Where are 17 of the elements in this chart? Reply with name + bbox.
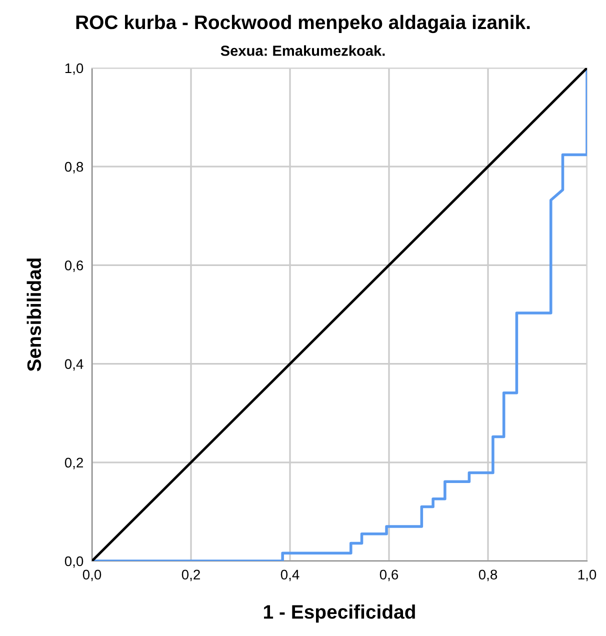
x-tick-label: 0,8 [478,570,498,582]
y-tick-label: 0,6 [64,260,84,272]
x-axis-title: 1 - Especificidad [264,604,415,623]
x-tick-label: 1,0 [578,570,596,582]
line-series [92,68,587,561]
x-tick-label: 0,4 [280,570,300,582]
x-tick-label: 0,2 [182,570,200,582]
x-tick-label: 0,0 [82,570,102,582]
y-tick-label: 0,2 [64,458,83,470]
y-tick-label: 0,4 [64,359,84,371]
chart-subtitle: Sexua: Emakumezkoak. [220,45,385,56]
chart-title: ROC kurba - Rockwood menpeko aldagaia izanik. [76,14,530,34]
y-axis-title: Sensibilidad [26,258,42,372]
y-tick-label: 1,0 [65,63,84,75]
x-tick-label: 0,6 [380,570,398,582]
y-tick-label: 0,0 [64,556,84,568]
y-tick-label: 0,8 [64,162,84,174]
